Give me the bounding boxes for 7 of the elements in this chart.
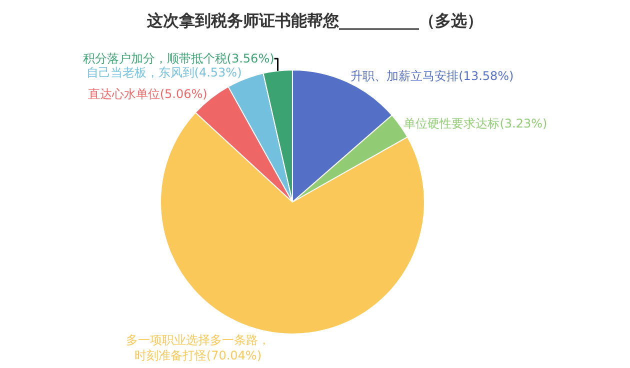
- slice-label: 升职、加薪立马安排(13.58%): [350, 69, 514, 84]
- slice-label: 单位硬性要求达标(3.23%): [404, 116, 548, 130]
- slice-label: 积分落户加分，顺带抵个税(3.56%): [82, 52, 274, 66]
- chart-title: 这次拿到税务师证书能帮您__________（多选）: [146, 10, 483, 30]
- slice-label: 直达心水单位(5.06%): [88, 86, 208, 101]
- slice-label: 多一项职业选择多一条路，时刻准备打怪(70.04%): [126, 332, 270, 363]
- slice-label: 自己当老板，东风到(4.53%): [86, 66, 242, 80]
